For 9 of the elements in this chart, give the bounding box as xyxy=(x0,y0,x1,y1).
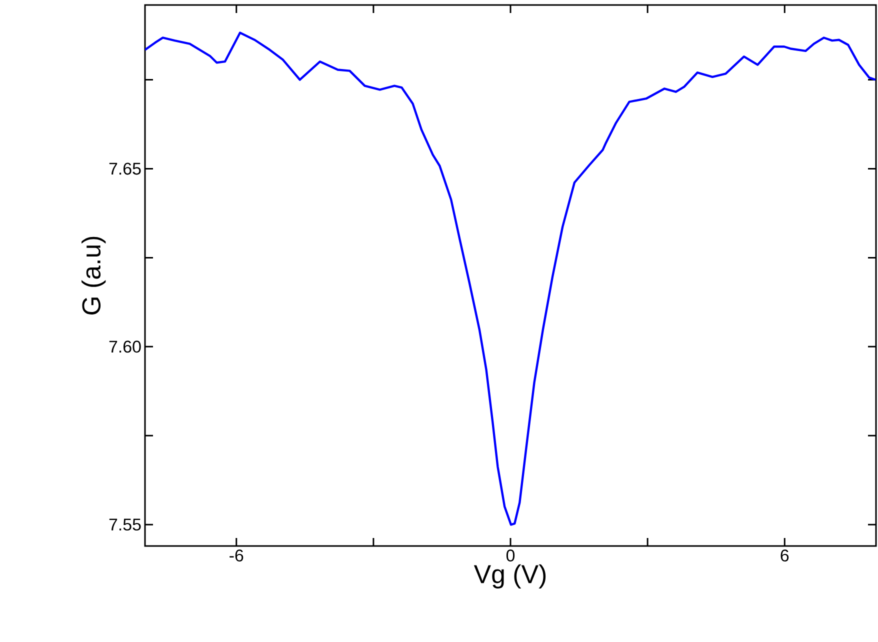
line-series xyxy=(145,32,876,526)
x-axis-title: Vg (V) xyxy=(474,564,546,588)
y-tick-label: 7.55 xyxy=(109,518,141,531)
y-tick-label: 7.65 xyxy=(109,162,141,175)
x-tick-label: 6 xyxy=(780,550,789,562)
x-tick-label: 0 xyxy=(506,550,515,562)
x-tick-label: -6 xyxy=(230,550,244,562)
y-axis-title: G (a.u) xyxy=(82,236,106,314)
y-tick-label: 7.60 xyxy=(109,340,141,353)
